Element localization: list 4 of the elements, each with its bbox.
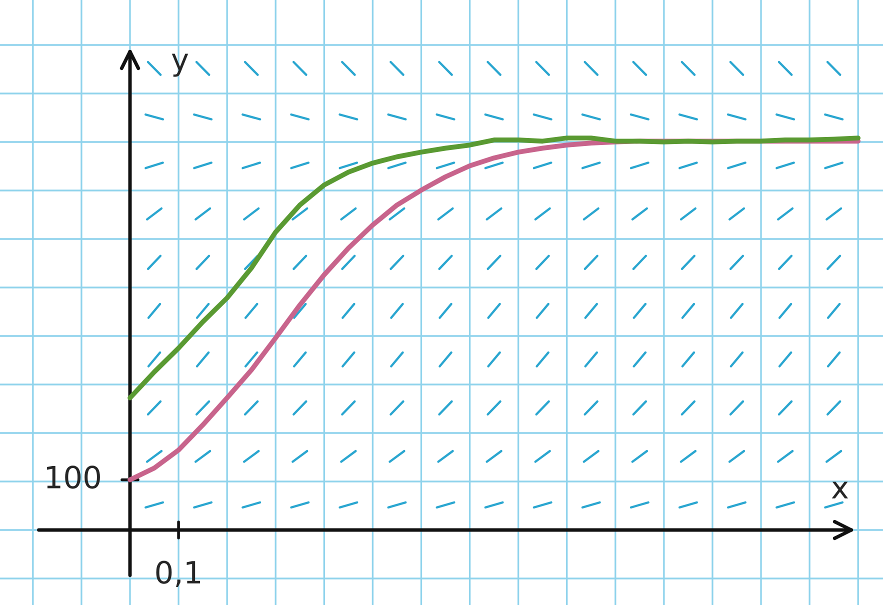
text: 100 — [47, 466, 100, 489]
x-axis-title: x — [832, 482, 848, 498]
y-axis-title: y — [172, 54, 188, 77]
text: 0,1 — [156, 560, 200, 587]
